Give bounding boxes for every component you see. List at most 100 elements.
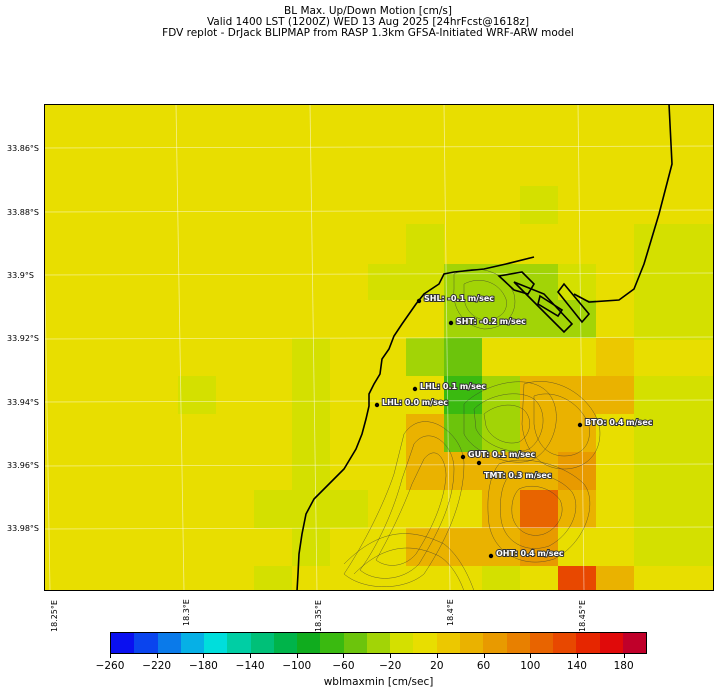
coastline xyxy=(296,104,673,591)
colorbar-tick-mark xyxy=(296,654,298,658)
station-label: GUT: 0.1 m/sec xyxy=(468,450,535,459)
cell-light-green xyxy=(368,264,444,300)
colorbar-tick-mark xyxy=(576,654,578,658)
graticule xyxy=(44,104,714,591)
cell-red xyxy=(558,566,596,591)
map-border xyxy=(44,104,714,591)
colorbar-label: wblmaxmin [cm/sec] xyxy=(323,676,434,688)
colorbar-tick-mark xyxy=(483,654,485,658)
cell-light-green xyxy=(520,186,558,224)
colorbar-cell xyxy=(343,633,367,653)
colorbar-cell xyxy=(157,633,181,653)
station-marker xyxy=(488,553,494,559)
y-axis-label: 33.92°S xyxy=(7,334,39,343)
y-axis-label: 33.98°S xyxy=(7,524,39,533)
map-title-line1: BL Max. Up/Down Motion [cm/s] xyxy=(284,5,452,17)
colorbar-cell xyxy=(529,633,554,653)
x-axis-label: 18.25°E xyxy=(50,600,59,632)
colorbar-cell xyxy=(459,633,484,653)
station-label: OHT: 0.4 m/sec xyxy=(496,549,564,558)
colorbar-cell xyxy=(553,633,577,653)
colorbar-tick-mark xyxy=(436,654,438,658)
colorbar-cell xyxy=(436,633,460,653)
cell-orange xyxy=(558,452,596,490)
station-marker xyxy=(577,422,583,428)
station-marker xyxy=(460,454,466,460)
colorbar-tick-mark xyxy=(156,654,158,658)
colorbar-tick-mark xyxy=(343,654,345,658)
cell-orange xyxy=(406,414,444,490)
colorbar-tick-label: 140 xyxy=(566,660,587,672)
station-marker xyxy=(412,386,418,392)
colorbar-tick-label: 100 xyxy=(520,660,541,672)
colorbar-cell xyxy=(250,633,274,653)
colorbar-tick-mark xyxy=(530,654,532,658)
x-axis-label: 18.35°E xyxy=(314,600,323,632)
cell-dark-green xyxy=(444,338,482,376)
colorbar-tick-label: 60 xyxy=(476,660,491,672)
station-bto[interactable]: BTO: 0.4 m/sec xyxy=(577,417,654,428)
cell-orange xyxy=(406,528,520,566)
cell-light-green xyxy=(254,490,368,528)
cell-light-green xyxy=(634,376,714,566)
colorbar-cell xyxy=(204,633,228,653)
map-title-line2: Valid 1400 LST (1200Z) WED 13 Aug 2025 [… xyxy=(206,16,530,28)
station-marker xyxy=(476,460,482,466)
cell-orange xyxy=(520,414,596,452)
cell-light-green xyxy=(634,224,714,264)
colorbar xyxy=(110,632,647,654)
x-axis-label: 18.45°E xyxy=(578,600,587,632)
y-axis-label: 33.9°S xyxy=(7,271,34,280)
station-label: SHL: -0.1 m/sec xyxy=(424,294,494,303)
colorbar-tick-label: −180 xyxy=(188,660,218,672)
terrain-contours xyxy=(343,268,601,591)
colorbar-cell xyxy=(111,633,135,653)
cell-light-green xyxy=(558,264,596,300)
colorbar-cell xyxy=(483,633,507,653)
station-label: LHL: 0.0 m/sec xyxy=(382,398,448,407)
station-label: SHT: -0.2 m/sec xyxy=(456,317,526,326)
cell-orange xyxy=(558,490,596,528)
map-plot-area[interactable]: SHL: -0.1 m/sec SHT: -0.2 m/sec LHL: 0.1… xyxy=(44,104,714,591)
stations-layer: SHL: -0.1 m/sec SHT: -0.2 m/sec LHL: 0.1… xyxy=(374,293,654,559)
colorbar-cell xyxy=(413,633,437,653)
cell-orange xyxy=(596,338,634,376)
station-sht[interactable]: SHT: -0.2 m/sec xyxy=(448,316,527,327)
colorbar-tick-mark xyxy=(390,654,392,658)
station-gut[interactable]: GUT: 0.1 m/sec xyxy=(460,449,536,460)
colorbar-tick-label: −100 xyxy=(282,660,312,672)
station-label: TMT: 0.3 m/sec xyxy=(484,471,552,480)
y-axis-label: 33.86°S xyxy=(7,144,39,153)
station-label: LHL: 0.1 m/sec xyxy=(420,382,486,391)
cell-light-green xyxy=(292,528,330,566)
station-shl[interactable]: SHL: -0.1 m/sec xyxy=(416,293,495,304)
colorbar-cell xyxy=(320,633,344,653)
colorbar-tick-label: 20 xyxy=(430,660,444,672)
colorbar-cell xyxy=(599,633,623,653)
colorbar-cell xyxy=(366,633,391,653)
station-marker xyxy=(374,402,380,408)
cell-light-green xyxy=(634,264,714,340)
station-lhl[interactable]: LHL: 0.1 m/sec xyxy=(412,381,487,392)
cell-light-green xyxy=(292,376,330,490)
colorbar-cell xyxy=(506,633,530,653)
cell-orange xyxy=(596,566,634,591)
x-axis-label: 18.4°E xyxy=(446,599,455,626)
colorbar-tick-label: −220 xyxy=(142,660,172,672)
station-lhl-2[interactable]: LHL: 0.0 m/sec xyxy=(374,397,449,408)
colorbar-cell xyxy=(390,633,414,653)
y-axis-label: 33.96°S xyxy=(7,461,39,470)
station-label: BTO: 0.4 m/sec xyxy=(585,418,653,427)
cell-light-green xyxy=(254,566,292,591)
cell-orange xyxy=(520,528,558,566)
colorbar-tick-mark xyxy=(250,654,252,658)
colorbar-cell xyxy=(576,633,600,653)
station-tmt[interactable]: TMT: 0.3 m/sec xyxy=(476,460,553,481)
data-cells-layer xyxy=(178,186,714,591)
cell-light-green xyxy=(406,224,444,264)
colorbar-cell xyxy=(622,633,647,653)
y-axis-label: 33.94°S xyxy=(7,398,39,407)
y-axis-label: 33.88°S xyxy=(7,208,39,217)
station-oht[interactable]: OHT: 0.4 m/sec xyxy=(488,548,565,559)
colorbar-tick-label: −60 xyxy=(332,660,355,672)
